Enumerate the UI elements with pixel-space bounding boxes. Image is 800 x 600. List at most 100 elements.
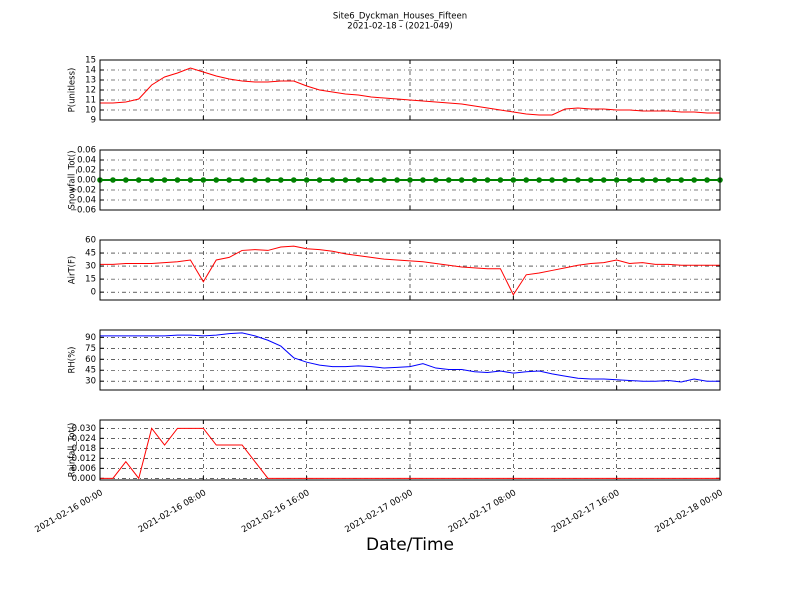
y-tick-label: 12 xyxy=(85,86,96,96)
data-point xyxy=(433,177,439,183)
data-point xyxy=(290,177,297,183)
y-axis-label: RH(%) xyxy=(68,346,78,373)
x-tick-label: 2021-02-16 08:00 xyxy=(137,488,208,535)
y-tick-label: 30 xyxy=(85,377,96,387)
data-point xyxy=(148,177,155,183)
data-point xyxy=(123,177,129,183)
y-axis-label: AirT(F) xyxy=(68,256,78,284)
y-axis-label: P(unitless) xyxy=(68,68,78,113)
y-tick-label: 0.02 xyxy=(77,166,96,176)
data-point xyxy=(458,177,465,183)
data-point xyxy=(278,177,284,183)
x-tick-label: 2021-02-16 00:00 xyxy=(33,488,104,535)
y-axis-label: Snowfall_Tot() xyxy=(68,150,78,209)
data-point xyxy=(135,177,142,183)
data-point xyxy=(562,177,568,183)
x-tick-label: 2021-02-16 16:00 xyxy=(240,488,311,535)
data-point xyxy=(161,177,168,183)
y-tick-label: 45 xyxy=(85,366,96,376)
y-tick-label: 0 xyxy=(91,288,96,298)
series-line xyxy=(100,245,720,296)
data-point xyxy=(265,177,271,183)
series-line xyxy=(100,332,720,383)
data-point xyxy=(342,177,349,183)
y-tick-label: 11 xyxy=(85,96,96,106)
data-point xyxy=(239,177,245,183)
y-tick-label: 15 xyxy=(85,56,96,66)
data-point xyxy=(484,177,491,183)
data-point xyxy=(368,177,375,183)
data-point xyxy=(691,177,697,183)
data-point xyxy=(174,177,181,183)
data-point xyxy=(226,177,232,183)
y-tick-label: 0.00 xyxy=(77,176,96,186)
data-point xyxy=(626,177,633,183)
data-point xyxy=(420,177,426,183)
data-point xyxy=(523,177,530,183)
axes-frame xyxy=(99,59,721,121)
data-point xyxy=(329,177,336,183)
data-point xyxy=(213,177,220,183)
axes-frame xyxy=(99,329,721,391)
y-tick-label: 10 xyxy=(85,106,96,116)
data-point xyxy=(381,177,387,183)
y-tick-label: 0.018 xyxy=(72,444,96,454)
y-tick-label: −0.04 xyxy=(70,196,96,206)
series-line xyxy=(100,67,720,116)
x-tick-label: 2021-02-17 00:00 xyxy=(343,488,414,535)
chart-subtitle: 2021-02-18 - (2021-049) xyxy=(347,22,452,32)
y-tick-label: 14 xyxy=(85,66,96,76)
data-point xyxy=(252,177,258,183)
y-tick-label: 9 xyxy=(91,116,96,126)
y-tick-label: 0.000 xyxy=(72,474,96,484)
y-tick-label: −0.06 xyxy=(70,206,96,216)
series-line xyxy=(100,427,720,480)
y-tick-label: 15 xyxy=(85,275,96,285)
data-point xyxy=(394,177,400,183)
y-tick-label: 13 xyxy=(85,76,96,86)
data-point xyxy=(471,177,478,183)
y-tick-label: 60 xyxy=(85,355,96,365)
axes-frame xyxy=(99,239,721,301)
y-tick-label: 75 xyxy=(85,344,96,354)
data-point xyxy=(303,177,310,183)
data-point xyxy=(639,177,646,183)
data-point xyxy=(536,177,542,183)
data-point xyxy=(549,177,555,183)
data-point xyxy=(652,177,659,183)
y-tick-label: 0.024 xyxy=(72,434,96,444)
x-tick-label: 2021-02-18 00:00 xyxy=(653,488,724,535)
data-point xyxy=(497,177,504,183)
data-point xyxy=(575,177,581,183)
data-point xyxy=(316,177,323,183)
data-point xyxy=(600,177,607,183)
y-tick-label: 0.012 xyxy=(72,454,96,464)
data-point xyxy=(200,177,207,183)
y-tick-label: 45 xyxy=(85,249,96,259)
data-point xyxy=(187,177,194,183)
chart-title: Site6_Dyckman_Houses_Fifteen xyxy=(333,12,467,22)
y-tick-label: 0.006 xyxy=(72,464,96,474)
data-point xyxy=(355,177,362,183)
data-point xyxy=(665,177,672,183)
y-axis-label: Rainfall_Tot() xyxy=(68,423,78,478)
data-point xyxy=(445,177,452,183)
data-point xyxy=(407,177,413,183)
data-point xyxy=(510,177,517,183)
y-tick-label: 60 xyxy=(85,236,96,246)
x-tick-label: 2021-02-17 08:00 xyxy=(447,488,518,535)
y-tick-label: 90 xyxy=(85,333,96,343)
y-tick-label: 0.030 xyxy=(72,424,96,434)
y-tick-label: 0.04 xyxy=(77,156,96,166)
y-tick-label: 30 xyxy=(85,262,96,272)
y-tick-label: 0.06 xyxy=(77,146,96,156)
axes-frame xyxy=(99,149,721,211)
axes-frame xyxy=(99,419,721,481)
y-tick-label: −0.02 xyxy=(70,186,96,196)
data-point xyxy=(588,177,594,183)
data-point xyxy=(678,177,685,183)
data-point xyxy=(110,177,116,183)
x-axis-label: Date/Time xyxy=(366,535,454,555)
x-tick-label: 2021-02-17 16:00 xyxy=(550,488,621,535)
